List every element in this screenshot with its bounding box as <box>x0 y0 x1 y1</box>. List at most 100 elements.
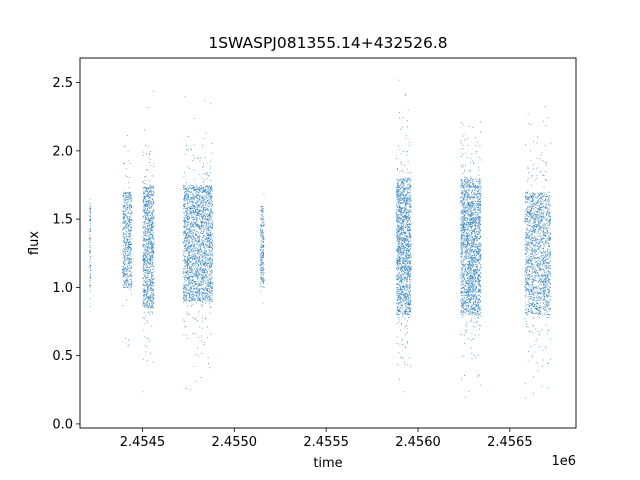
data-point <box>203 280 204 282</box>
data-point <box>128 225 130 227</box>
data-point <box>194 209 196 210</box>
data-point <box>203 342 205 343</box>
data-point <box>189 231 191 233</box>
data-point <box>143 317 144 319</box>
data-point <box>211 290 212 292</box>
data-point <box>186 190 188 191</box>
data-point <box>189 208 190 209</box>
data-point <box>197 188 199 190</box>
data-point <box>211 189 213 191</box>
data-point <box>210 247 212 248</box>
data-point <box>183 320 185 322</box>
data-point <box>202 190 204 192</box>
data-point <box>149 228 151 230</box>
data-point <box>188 197 190 199</box>
data-point <box>261 241 263 243</box>
data-point <box>401 246 402 247</box>
data-point <box>128 218 130 220</box>
data-point <box>193 222 195 224</box>
data-point <box>127 229 129 231</box>
data-point <box>203 190 204 192</box>
data-point <box>123 259 125 261</box>
data-point <box>201 256 203 258</box>
data-point <box>402 178 404 180</box>
data-point <box>185 260 187 262</box>
data-point <box>207 285 209 287</box>
data-point <box>144 263 146 265</box>
data-point <box>410 229 412 231</box>
data-point <box>89 264 91 266</box>
data-point <box>208 196 210 198</box>
data-point <box>152 302 154 304</box>
data-point <box>89 242 91 243</box>
data-point <box>209 367 210 369</box>
data-point <box>128 222 130 224</box>
data-point <box>400 200 402 201</box>
data-point <box>199 293 200 295</box>
data-point <box>260 269 262 271</box>
data-point <box>211 263 213 265</box>
data-point <box>193 118 195 119</box>
data-point <box>144 289 146 291</box>
data-point <box>129 204 130 206</box>
data-point <box>190 210 191 212</box>
data-point <box>199 259 201 261</box>
data-point <box>210 241 211 243</box>
data-point <box>149 280 151 282</box>
data-point <box>199 206 200 208</box>
data-point <box>194 263 195 265</box>
data-point <box>150 270 152 272</box>
data-point <box>210 250 212 252</box>
data-point <box>193 190 195 192</box>
data-point <box>186 194 188 195</box>
data-point <box>145 290 147 292</box>
data-point <box>185 245 186 247</box>
data-point <box>198 210 199 212</box>
data-point <box>207 172 208 174</box>
data-point <box>209 244 210 245</box>
data-point <box>142 227 144 229</box>
data-point <box>187 245 189 247</box>
data-point <box>398 217 399 219</box>
data-point <box>194 198 196 200</box>
data-point <box>396 248 398 250</box>
data-point <box>191 300 193 302</box>
data-point <box>203 165 204 167</box>
data-point <box>189 241 191 243</box>
data-point <box>184 185 186 187</box>
data-point <box>129 265 131 267</box>
data-point <box>128 243 130 245</box>
data-point <box>188 215 190 217</box>
data-point <box>406 285 408 287</box>
data-point <box>190 251 191 253</box>
data-point <box>144 269 146 271</box>
data-point <box>397 256 399 258</box>
data-point <box>207 259 208 261</box>
data-point <box>150 244 152 246</box>
data-point <box>408 145 410 147</box>
data-point <box>190 271 192 273</box>
data-point <box>207 241 209 243</box>
data-point <box>199 196 201 198</box>
data-point <box>144 275 145 277</box>
data-point <box>200 284 202 286</box>
data-point <box>410 304 412 305</box>
data-point <box>402 227 404 229</box>
data-point <box>142 358 144 360</box>
data-point <box>199 298 200 300</box>
data-point <box>129 259 130 261</box>
data-point <box>187 274 189 276</box>
data-point <box>149 251 151 253</box>
data-point <box>152 202 154 204</box>
data-point <box>400 288 401 289</box>
data-point <box>396 210 398 212</box>
data-point <box>204 293 206 295</box>
data-point <box>196 250 198 252</box>
data-point <box>212 223 213 225</box>
data-point <box>402 310 404 312</box>
data-point <box>124 197 126 199</box>
data-point <box>405 204 406 206</box>
data-point <box>406 257 407 259</box>
data-point <box>130 275 132 276</box>
data-point <box>152 191 154 193</box>
